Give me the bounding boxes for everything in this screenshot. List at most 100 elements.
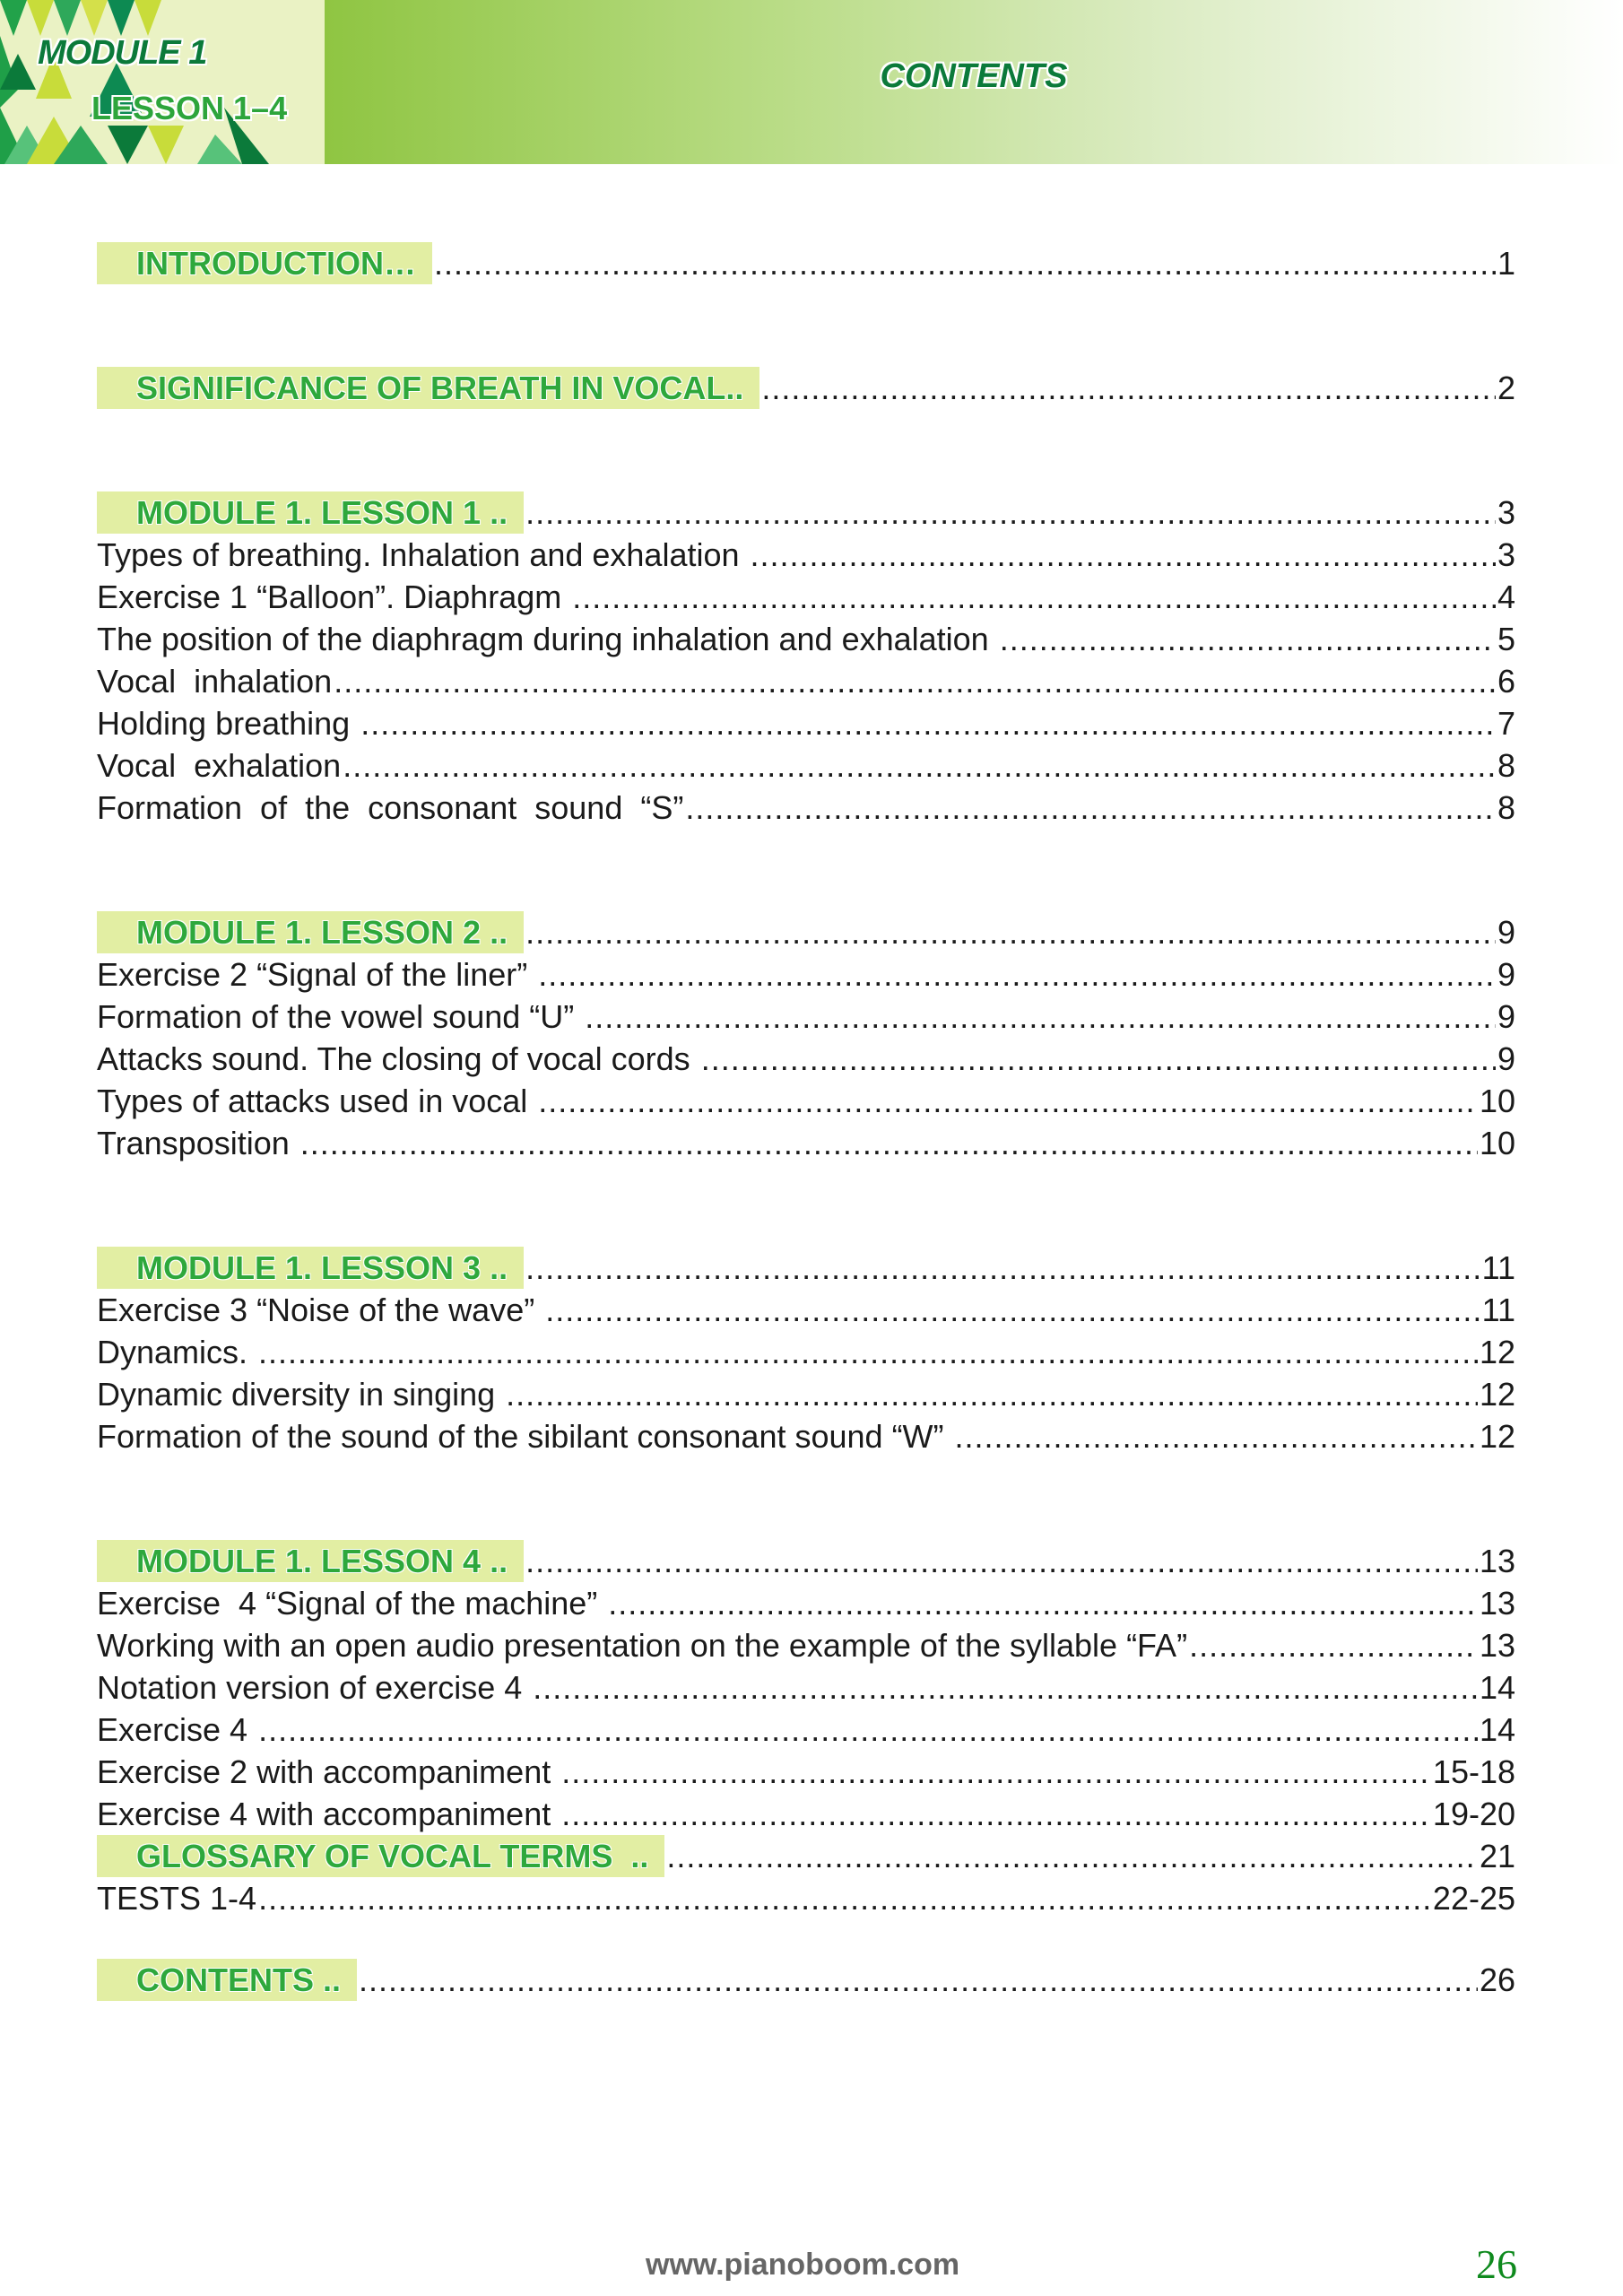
toc-entry[interactable]: Types of breathing. Inhalation and exhal… <box>97 534 1515 576</box>
dot-leader <box>751 534 1496 576</box>
toc-entry[interactable]: Notation version of exercise 4 14 <box>97 1666 1515 1709</box>
footer-url[interactable]: www.pianoboom.com <box>646 2248 960 2282</box>
dot-leader <box>761 367 1496 409</box>
toc-section-heading[interactable]: CONTENTS .. 26 <box>97 1959 1515 2001</box>
toc-entry-label: Exercise 1 “Balloon”. Diaphragm <box>97 578 571 615</box>
lesson-label: LESSON 1–4 <box>91 90 288 126</box>
toc-page-number: 11 <box>1481 1249 1515 1286</box>
dot-leader <box>343 744 1496 787</box>
dot-leader <box>533 1666 1478 1709</box>
toc-entry[interactable]: Dynamic diversity in singing 12 <box>97 1373 1515 1415</box>
toc-page-number: 14 <box>1479 1669 1515 1706</box>
toc-entry-label: The position of the diaphragm during inh… <box>97 621 998 657</box>
toc-page-number: 4 <box>1497 578 1515 615</box>
toc-page-number: 9 <box>1497 998 1515 1035</box>
toc-page-number: 12 <box>1479 1334 1515 1370</box>
toc-entry[interactable]: Vocal inhalation 6 <box>97 660 1515 702</box>
toc-page-number: 1 <box>1497 245 1515 282</box>
toc-entry[interactable]: Working with an open audio presentation … <box>97 1624 1515 1666</box>
toc-entry-label: Dynamic diversity in singing <box>97 1376 505 1413</box>
toc-entry-label: Notation version of exercise 4 <box>97 1669 532 1706</box>
toc-section-heading[interactable]: GLOSSARY OF VOCAL TERMS .. 21 <box>97 1835 1515 1877</box>
toc-entry[interactable]: Exercise 2 “Signal of the liner” 9 <box>97 953 1515 996</box>
toc-entry-label: Transposition <box>97 1125 299 1161</box>
toc-section-heading[interactable]: INTRODUCTION… 1 <box>97 242 1515 284</box>
toc-entry[interactable]: Exercise 3 “Noise of the wave” 11 <box>97 1289 1515 1331</box>
toc-section-heading[interactable]: MODULE 1. LESSON 1 .. 3 <box>97 491 1515 534</box>
toc-entry[interactable]: Exercise 1 “Balloon”. Diaphragm 4 <box>97 576 1515 618</box>
toc-entry-label: Vocal inhalation <box>97 663 333 700</box>
toc-entry-label: CONTENTS .. <box>97 1959 358 2001</box>
toc-entry-label: Vocal exhalation <box>97 747 342 784</box>
dot-leader <box>300 1122 1478 1164</box>
toc-entry[interactable]: The position of the diaphragm during inh… <box>97 618 1515 660</box>
toc-page-number: 13 <box>1479 1543 1515 1579</box>
toc-section-heading[interactable]: SIGNIFICANCE OF BREATH IN VOCAL.. 2 <box>97 367 1515 409</box>
toc-section-heading[interactable]: MODULE 1. LESSON 4 .. 13 <box>97 1540 1515 1582</box>
toc-section-heading[interactable]: MODULE 1. LESSON 3 .. 11 <box>97 1247 1515 1289</box>
toc-entry[interactable]: Formation of the consonant sound “S” 8 <box>97 787 1515 829</box>
dot-leader <box>561 1793 1431 1835</box>
dot-leader <box>572 576 1496 618</box>
page-number: 26 <box>1476 2241 1517 2287</box>
dot-leader <box>334 660 1496 702</box>
toc-page-number: 6 <box>1497 663 1515 700</box>
dot-leader <box>955 1415 1478 1457</box>
toc-entry-label: Formation of the sound of the sibilant c… <box>97 1418 953 1455</box>
toc-entry-label: Types of breathing. Inhalation and exhal… <box>97 536 749 573</box>
dot-leader <box>360 702 1496 744</box>
toc-page-number: 19-20 <box>1432 1796 1515 1832</box>
dot-leader <box>545 1289 1480 1331</box>
toc-entry[interactable]: Formation of the vowel sound “U” 9 <box>97 996 1515 1038</box>
toc-page-number: 10 <box>1479 1125 1515 1161</box>
dot-leader <box>258 1331 1478 1373</box>
toc-entry-label: INTRODUCTION… <box>97 242 432 284</box>
toc-page-number: 8 <box>1497 789 1515 826</box>
toc-entry-label: Formation of the consonant sound “S” <box>97 789 684 826</box>
toc-section-heading[interactable]: MODULE 1. LESSON 2 .. 9 <box>97 911 1515 953</box>
dot-leader <box>525 1540 1478 1582</box>
toc-page-number: 15-18 <box>1432 1753 1515 1790</box>
toc-entry[interactable]: Transposition 10 <box>97 1122 1515 1164</box>
toc-entry[interactable]: TESTS 1-4 22-25 <box>97 1877 1515 1919</box>
toc-page-number: 7 <box>1497 705 1515 742</box>
dot-leader <box>359 1959 1478 2001</box>
toc-page-number: 3 <box>1497 494 1515 531</box>
toc-entry[interactable]: Exercise 4 “Signal of the machine” 13 <box>97 1582 1515 1624</box>
toc-page-number: 14 <box>1479 1711 1515 1748</box>
toc-page-number: 12 <box>1479 1418 1515 1455</box>
toc-entry-label: Exercise 4 “Signal of the machine” <box>97 1585 607 1622</box>
toc-entry[interactable]: Attacks sound. The closing of vocal cord… <box>97 1038 1515 1080</box>
toc-entry[interactable]: Vocal exhalation 8 <box>97 744 1515 787</box>
toc-entry[interactable]: Formation of the sound of the sibilant c… <box>97 1415 1515 1457</box>
toc-entry[interactable]: Exercise 2 with accompaniment 15-18 <box>97 1751 1515 1793</box>
toc-page-number: 21 <box>1479 1838 1515 1874</box>
toc-page-number: 8 <box>1497 747 1515 784</box>
dot-leader <box>1000 618 1496 660</box>
triangle-pattern-icon <box>0 0 269 164</box>
toc-entry[interactable]: Types of attacks used in vocal 10 <box>97 1080 1515 1122</box>
dot-leader <box>258 1709 1478 1751</box>
toc-page-number: 9 <box>1497 1040 1515 1077</box>
toc-entry-label: TESTS 1-4 <box>97 1880 257 1917</box>
page-header: MODULE 1 LESSON 1–4 CONTENTS <box>0 0 1623 164</box>
toc-entry-label: MODULE 1. LESSON 2 .. <box>97 911 525 953</box>
header-banner: CONTENTS <box>325 0 1623 164</box>
toc-entry-label: Exercise 2 “Signal of the liner” <box>97 956 537 993</box>
toc-entry-label: Types of attacks used in vocal <box>97 1083 537 1119</box>
toc-entry-label: Formation of the vowel sound “U” <box>97 998 584 1035</box>
toc-entry[interactable]: Dynamics. 12 <box>97 1331 1515 1373</box>
toc-entry-label: Dynamics. <box>97 1334 257 1370</box>
toc-entry-label: Attacks sound. The closing of vocal cord… <box>97 1040 699 1077</box>
toc-entry[interactable]: Holding breathing 7 <box>97 702 1515 744</box>
toc-entry-label: Holding breathing <box>97 705 360 742</box>
dot-leader <box>525 911 1496 953</box>
toc-entry[interactable]: Exercise 4 14 <box>97 1709 1515 1751</box>
toc-entry[interactable]: Exercise 4 with accompaniment 19-20 <box>97 1793 1515 1835</box>
dot-leader <box>506 1373 1478 1415</box>
dot-leader <box>685 787 1496 829</box>
toc-page-number: 26 <box>1479 1961 1515 1998</box>
toc-entry-label: Exercise 4 with accompaniment <box>97 1796 560 1832</box>
dot-leader <box>561 1751 1431 1793</box>
toc-page-number: 3 <box>1497 536 1515 573</box>
